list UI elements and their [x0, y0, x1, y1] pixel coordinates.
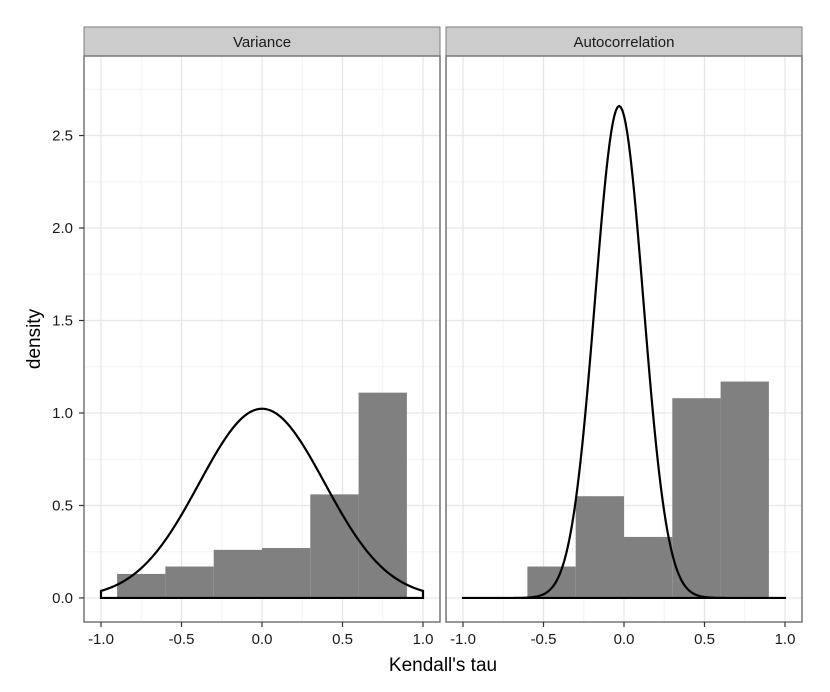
x-tick-label: -0.5: [531, 631, 557, 648]
histogram-bar: [117, 573, 166, 598]
x-tick-label: 0.5: [694, 631, 715, 648]
histogram-bar: [213, 549, 262, 598]
y-axis-title: density: [24, 308, 45, 369]
x-axis-autocorrelation: -1.0 -0.5 0.0 0.5 1.0: [450, 622, 795, 648]
histogram-bar: [358, 392, 407, 598]
x-tick-label: 1.0: [775, 631, 796, 648]
x-axis-title: Kendall's tau: [389, 655, 497, 676]
y-tick-label: 1.5: [52, 313, 73, 330]
y-tick-label: 1.0: [52, 405, 73, 422]
y-tick-label: 0.0: [52, 590, 73, 607]
panel-variance: Variance: [83, 26, 441, 623]
histogram-bar: [262, 548, 311, 598]
strip-label-autocorrelation: Autocorrelation: [574, 34, 675, 51]
x-tick-label: -1.0: [450, 631, 476, 648]
histogram-bar: [527, 566, 576, 598]
bars-autocorrelation: [527, 381, 769, 598]
density-curve-autocorrelation: [461, 104, 787, 600]
strip-label-variance: Variance: [233, 34, 291, 51]
density-curve-variance: [99, 407, 425, 600]
histogram-bar: [310, 494, 359, 598]
x-tick-label: 0.0: [614, 631, 635, 648]
histogram-bar: [672, 398, 721, 598]
strip-background-autocorrelation: [445, 26, 803, 57]
x-tick-label: -0.5: [169, 631, 195, 648]
bars-variance: [117, 392, 407, 598]
histogram-bar: [165, 566, 214, 598]
y-tick-label: 2.0: [52, 220, 73, 237]
histogram-bar: [624, 536, 673, 598]
x-tick-label: -1.0: [88, 631, 114, 648]
panel-autocorrelation: Autocorrelation: [445, 26, 803, 623]
x-tick-label: 0.5: [332, 631, 353, 648]
x-tick-label: 0.0: [252, 631, 273, 648]
y-tick-label: 0.5: [52, 497, 73, 514]
histogram-bar: [575, 496, 624, 598]
histogram-bar: [720, 381, 769, 598]
strip-background-variance: [83, 26, 441, 57]
y-tick-label: 2.5: [52, 128, 73, 145]
x-axis-variance: -1.0 -0.5 0.0 0.5 1.0: [88, 622, 433, 648]
y-axis: 0.0 0.5 1.0 1.5 2.0 2.5: [52, 128, 84, 607]
x-tick-label: 1.0: [413, 631, 434, 648]
